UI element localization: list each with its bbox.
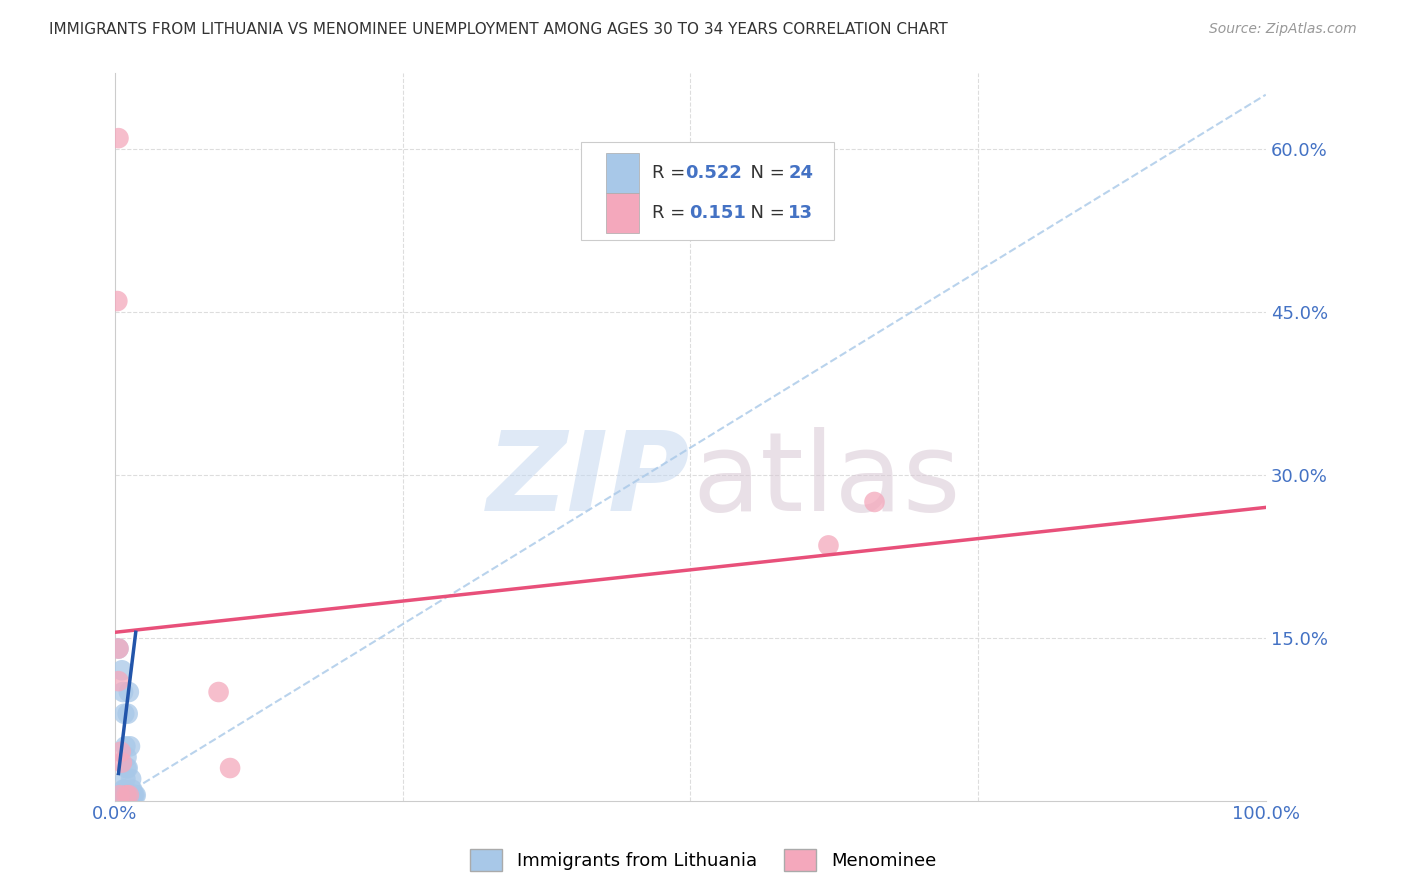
FancyBboxPatch shape [606, 193, 638, 233]
Point [107, 131, 129, 145]
Point [207, 685, 229, 699]
Point [107, 674, 129, 689]
Point [219, 761, 242, 775]
Point [115, 788, 138, 802]
Point [817, 538, 839, 552]
Point [114, 739, 136, 754]
Point [107, 641, 129, 656]
Text: atlas: atlas [693, 427, 962, 534]
Point [117, 706, 139, 721]
Point [863, 495, 886, 509]
Text: N =: N = [738, 204, 790, 222]
Legend: Immigrants from Lithuania, Menominee: Immigrants from Lithuania, Menominee [463, 842, 943, 879]
Text: N =: N = [738, 164, 790, 182]
Point [110, 788, 132, 802]
Text: IMMIGRANTS FROM LITHUANIA VS MENOMINEE UNEMPLOYMENT AMONG AGES 30 TO 34 YEARS CO: IMMIGRANTS FROM LITHUANIA VS MENOMINEE U… [49, 22, 948, 37]
Point [110, 745, 132, 759]
Point [120, 772, 142, 786]
Point [112, 782, 135, 797]
FancyBboxPatch shape [606, 153, 638, 193]
Text: 13: 13 [789, 204, 813, 222]
Point [111, 663, 134, 677]
Point [111, 756, 134, 770]
Point [111, 788, 134, 802]
Point [115, 761, 138, 775]
Point [118, 685, 141, 699]
Text: 24: 24 [789, 164, 813, 182]
Text: ZIP: ZIP [486, 427, 690, 534]
Text: R =: R = [652, 164, 692, 182]
Point [117, 761, 139, 775]
Point [121, 782, 143, 797]
Text: 0.522: 0.522 [685, 164, 741, 182]
Point [120, 788, 142, 802]
Point [112, 782, 135, 797]
Point [105, 293, 128, 308]
Point [114, 772, 136, 786]
Point [112, 685, 135, 699]
Point [118, 739, 141, 754]
Point [115, 750, 138, 764]
Point [122, 788, 145, 802]
Point [125, 788, 148, 802]
Point [108, 788, 131, 802]
Point [124, 788, 146, 802]
Text: 0.151: 0.151 [689, 204, 747, 222]
FancyBboxPatch shape [581, 142, 834, 240]
Point [107, 641, 129, 656]
Point [118, 788, 141, 802]
Point [107, 788, 129, 802]
Point [108, 788, 131, 802]
Point [112, 706, 135, 721]
Text: R =: R = [652, 204, 697, 222]
Text: Source: ZipAtlas.com: Source: ZipAtlas.com [1209, 22, 1357, 37]
